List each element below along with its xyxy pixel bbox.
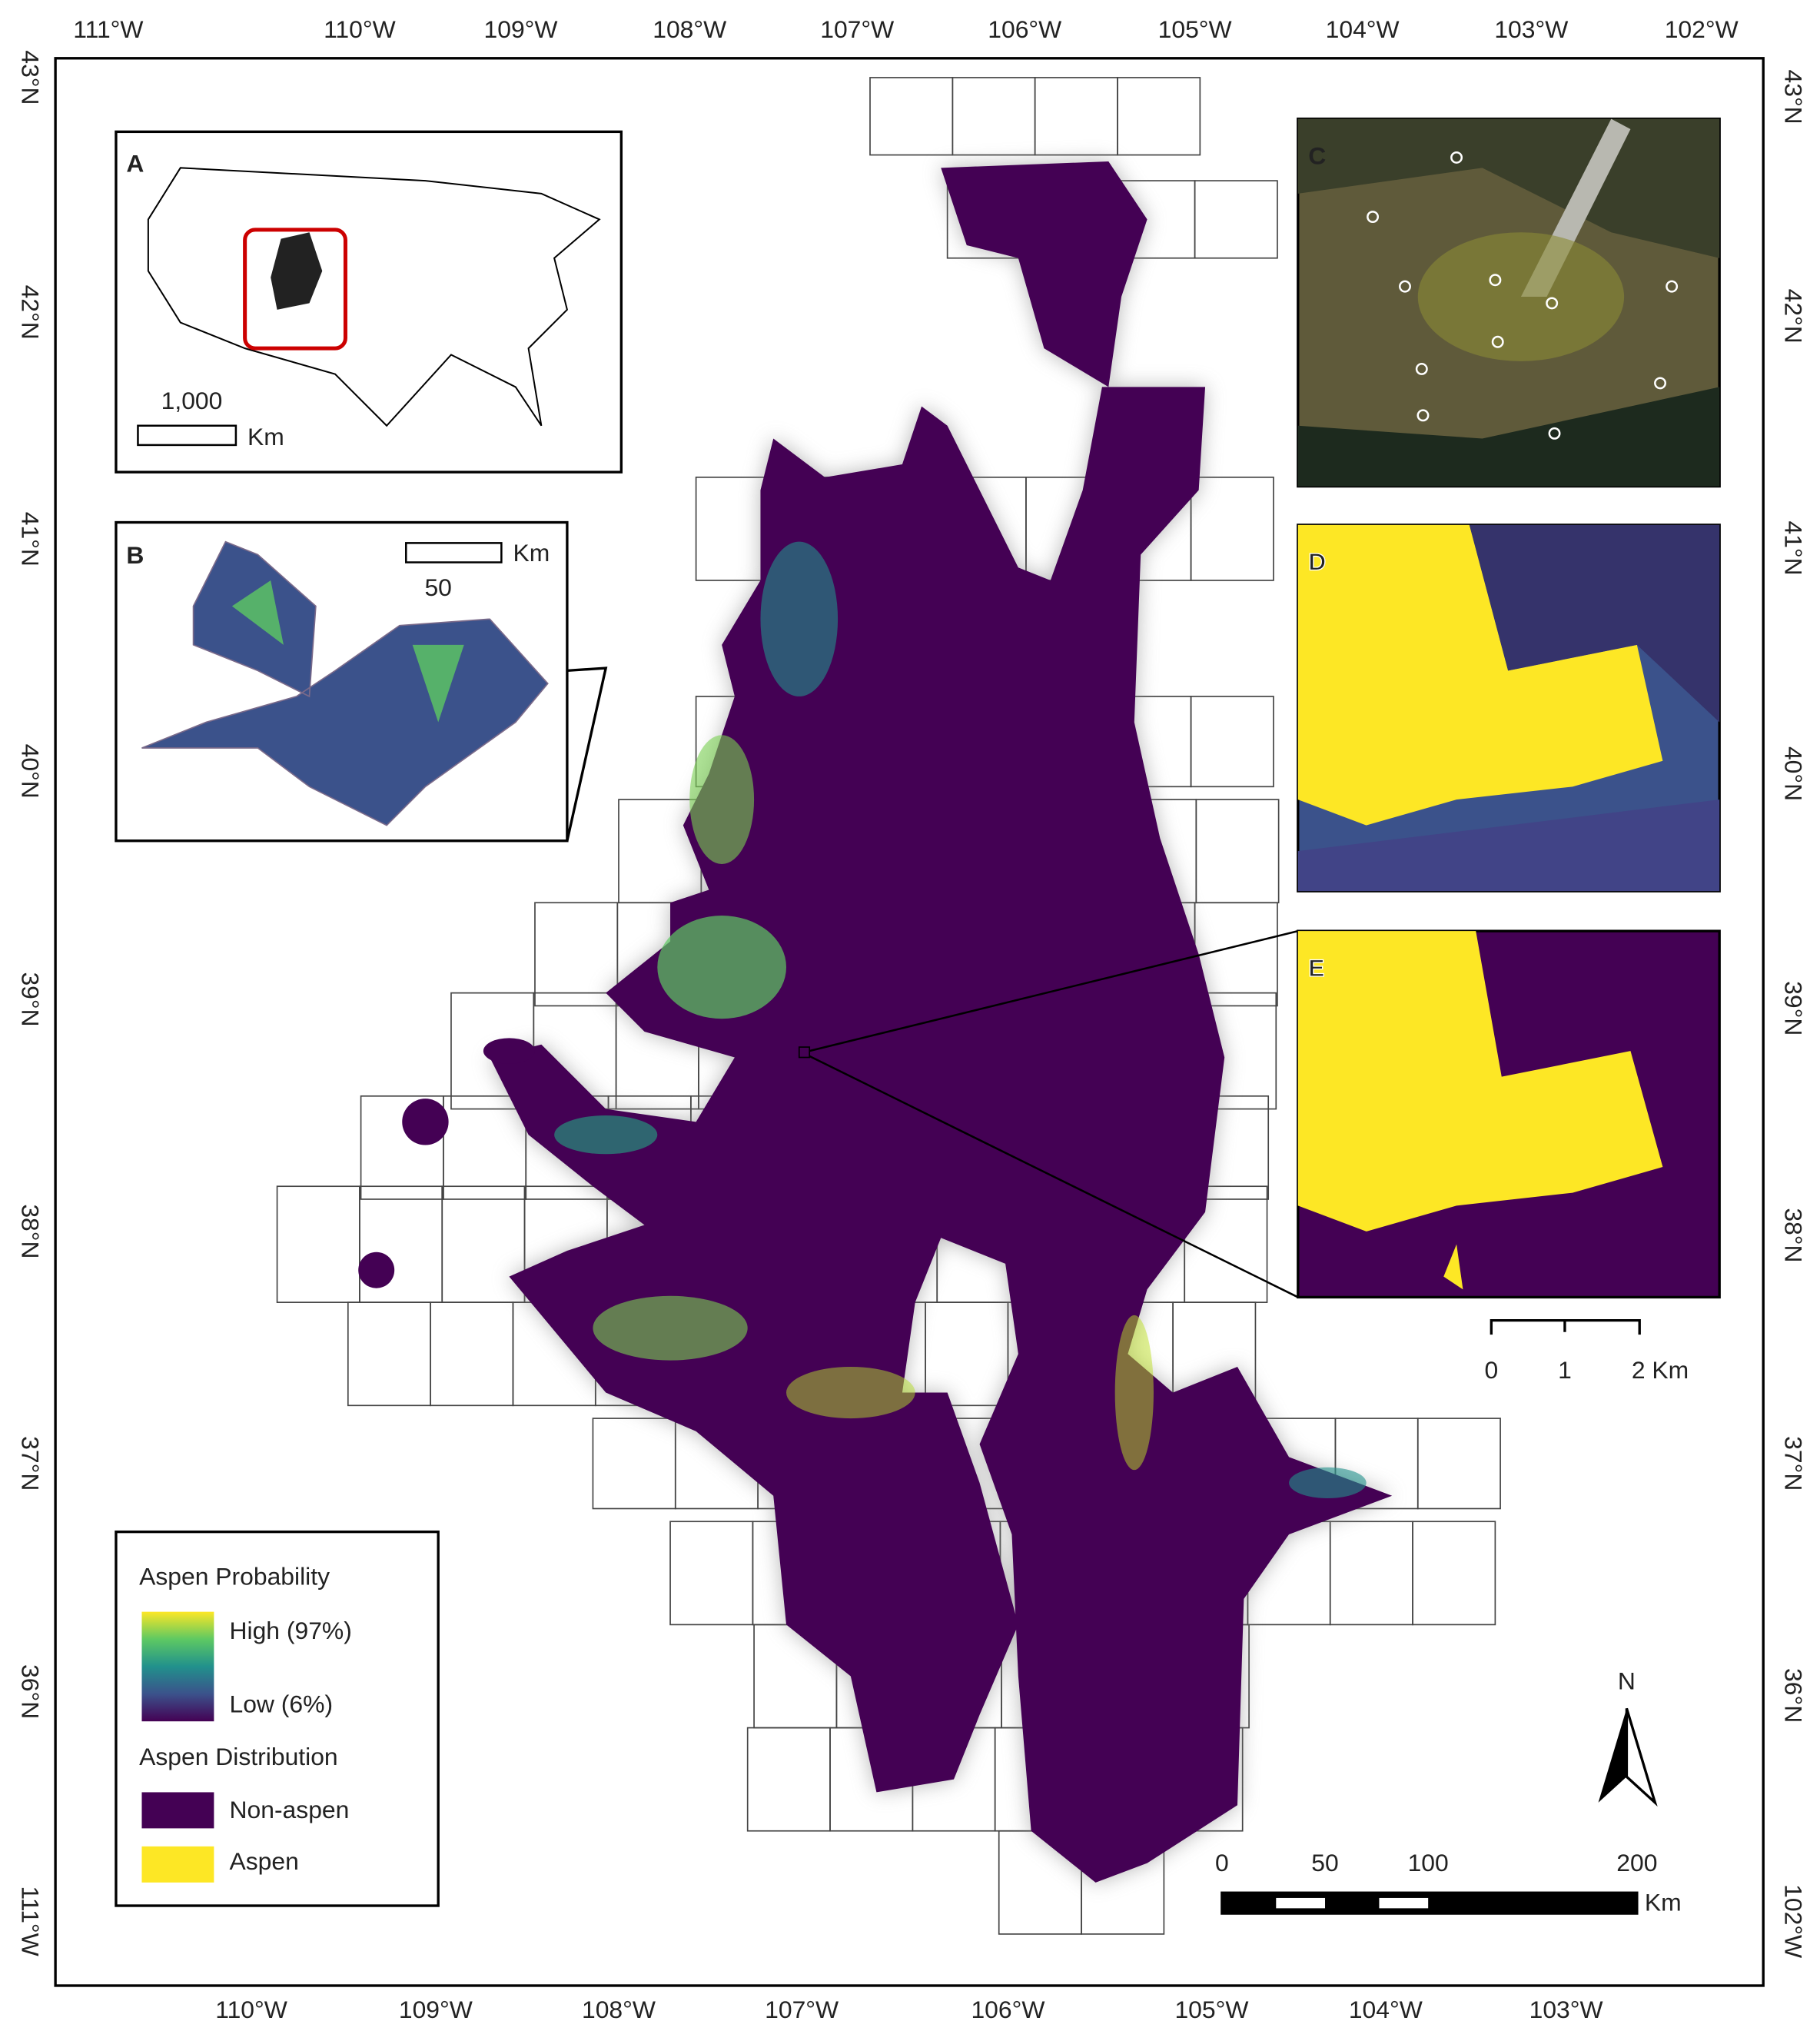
right-graticule-label: 102°W <box>1780 1884 1808 1958</box>
bottom-graticule-label: 108°W <box>582 1996 656 2023</box>
left-graticule-label: 111°W <box>16 1886 44 1956</box>
tile <box>1412 1521 1496 1626</box>
top-graticule-label: 103°W <box>1494 15 1568 43</box>
right-graticule-label: 38°N <box>1780 1208 1808 1262</box>
inset-scale-value: 50 <box>424 573 451 601</box>
bottom-graticule-label: 107°W <box>765 1996 839 2023</box>
right-graticule-label: 41°N <box>1780 520 1808 575</box>
right-graticule-label: 43°N <box>1780 70 1808 125</box>
left-graticule-label: 43°N <box>16 50 44 105</box>
top-graticule-label: 111°W <box>73 15 143 43</box>
scale-bar-label: 200 <box>1616 1849 1657 1876</box>
top-graticule-label: 105°W <box>1158 15 1232 43</box>
inset-label: C <box>1308 141 1326 169</box>
inset-label: A <box>126 149 144 177</box>
tile <box>1190 696 1274 788</box>
left-graticule-label: 40°N <box>16 744 44 799</box>
tile <box>1190 476 1274 581</box>
inset-label: D <box>1308 548 1326 576</box>
bottom-graticule-label: 103°W <box>1529 1996 1603 2023</box>
legend-swatch <box>141 1792 214 1829</box>
scale-bar-label: 0 <box>1215 1849 1229 1876</box>
inset-scale-label: 2 Km <box>1632 1356 1689 1384</box>
left-graticule-label: 39°N <box>16 972 44 1026</box>
probability-ramp <box>141 1611 214 1722</box>
top-graticule-label: 108°W <box>653 15 726 43</box>
top-graticule-label: 106°W <box>988 15 1061 43</box>
top-graticule-label: 102°W <box>1665 15 1739 43</box>
left-graticule-label: 38°N <box>16 1204 44 1258</box>
north-label: N <box>1618 1667 1636 1694</box>
legend-label: Non-aspen <box>230 1796 350 1823</box>
bottom-graticule-label: 104°W <box>1349 1996 1423 2023</box>
legend-swatch <box>141 1846 214 1883</box>
inset-scale-label: 0 <box>1484 1356 1498 1384</box>
bottom-graticule-label: 106°W <box>971 1996 1045 2023</box>
scale-bar-unit: Km <box>1645 1889 1682 1916</box>
inset-scale-label: 1 <box>1558 1356 1572 1384</box>
left-graticule-label: 42°N <box>16 285 44 340</box>
inset-label: E <box>1308 954 1324 982</box>
bottom-graticule-label: 109°W <box>399 1996 473 2023</box>
inset-scale-unit: Km <box>247 423 284 450</box>
scale-bar-label: 50 <box>1311 1849 1338 1876</box>
inset-scale-unit: Km <box>513 539 550 567</box>
right-graticule-label: 42°N <box>1780 289 1808 344</box>
left-graticule-label: 41°N <box>16 512 44 567</box>
tile <box>1194 180 1278 259</box>
study-area <box>358 161 1393 1883</box>
scale-bar <box>1221 1891 1639 1915</box>
top-graticule-label: 109°W <box>484 15 558 43</box>
legend-title: Aspen Distribution <box>139 1743 338 1770</box>
right-graticule-label: 37°N <box>1780 1436 1808 1491</box>
left-graticule-label: 36°N <box>16 1664 44 1719</box>
right-graticule-label: 39°N <box>1780 981 1808 1035</box>
top-graticule-label: 107°W <box>820 15 894 43</box>
right-graticule-label: 36°N <box>1780 1668 1808 1723</box>
inset-label: B <box>126 541 144 569</box>
usa-outline <box>147 167 601 427</box>
left-graticule-label: 37°N <box>16 1436 44 1491</box>
legend-label: High (97%) <box>230 1617 352 1644</box>
top-graticule-label: 110°W <box>324 15 396 43</box>
legend-label: Aspen <box>230 1847 299 1875</box>
bottom-graticule-label: 110°W <box>215 1996 287 2023</box>
legend-label: Low (6%) <box>230 1690 334 1717</box>
inset-scale-value: 1,000 <box>161 387 223 414</box>
tile <box>1416 1418 1501 1510</box>
legend-title: Aspen Probability <box>139 1562 330 1590</box>
right-graticule-label: 40°N <box>1780 746 1808 801</box>
bottom-graticule-label: 105°W <box>1174 1996 1248 2023</box>
scale-bar-label: 100 <box>1408 1849 1449 1876</box>
top-graticule-label: 104°W <box>1326 15 1400 43</box>
tile <box>1117 77 1201 156</box>
